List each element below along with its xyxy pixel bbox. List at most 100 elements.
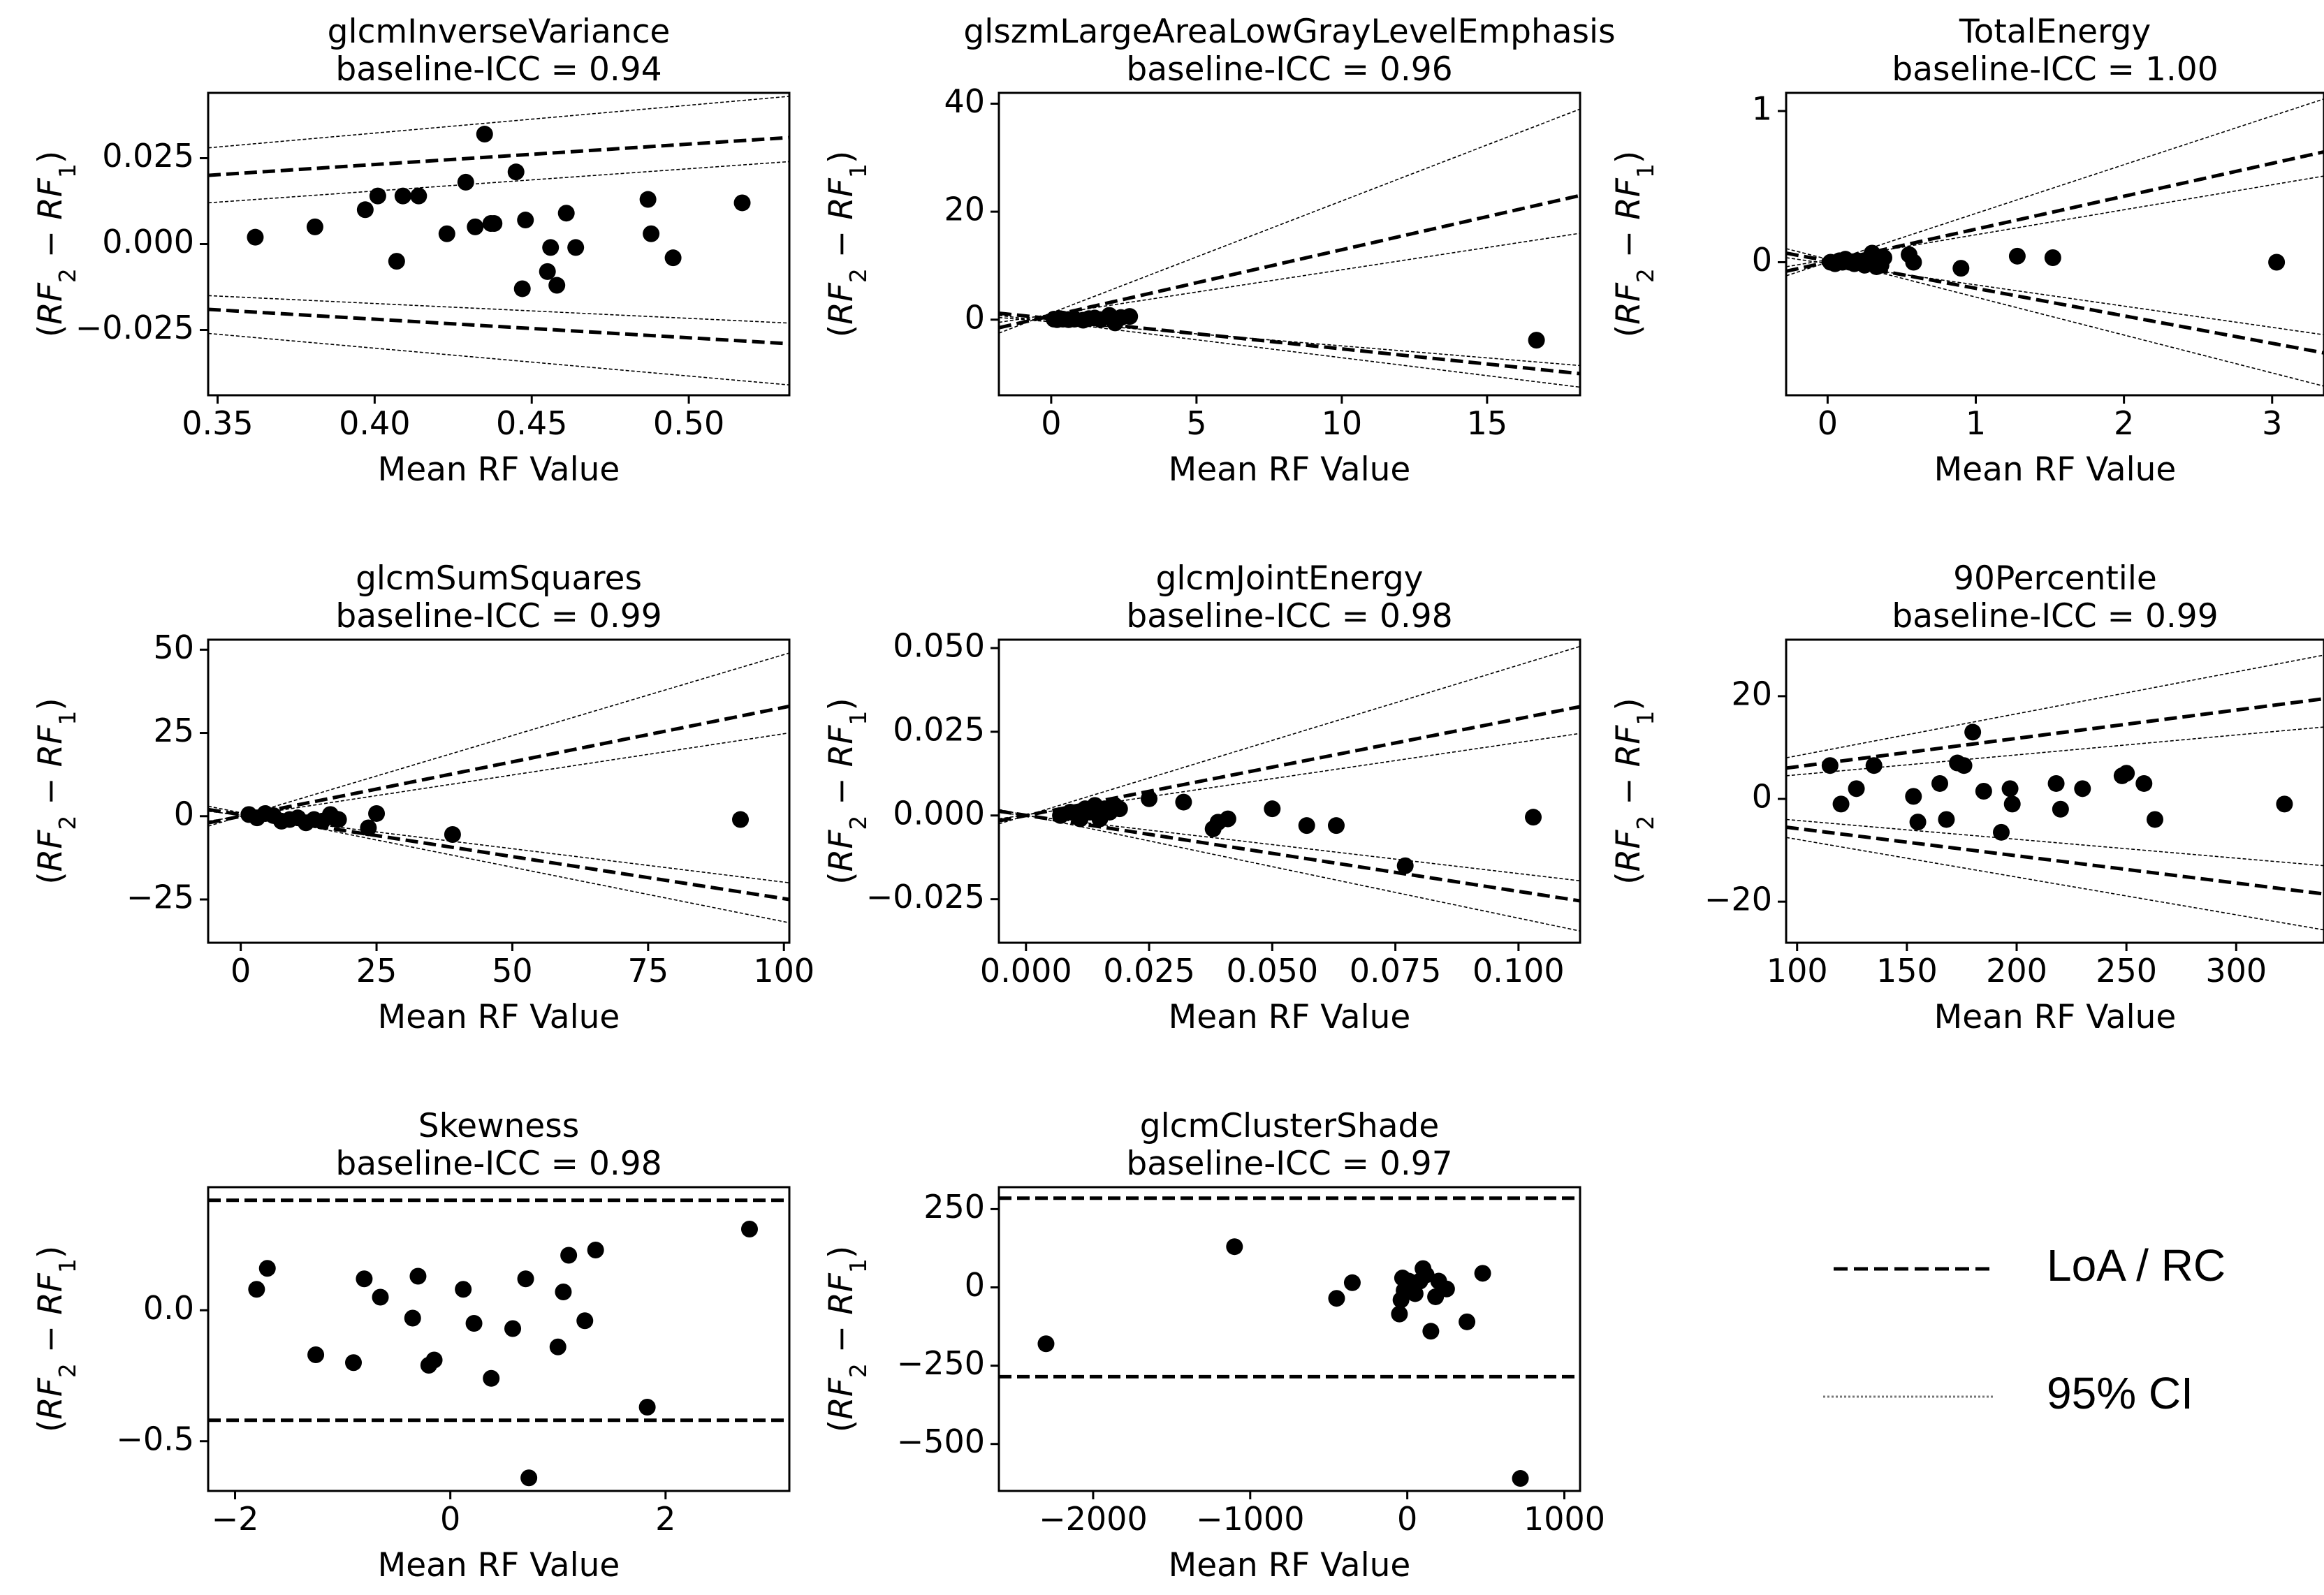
data-point [638,1399,656,1416]
y-tick-label: −0.025 [75,309,194,346]
data-point [1328,1290,1345,1307]
data-point [1931,774,1948,792]
data-point [2044,249,2061,266]
data-point [485,214,503,232]
data-point [388,253,405,270]
data-point [1909,814,1927,831]
data-point [2003,795,2021,813]
x-tick-label: 0 [1397,1500,1417,1538]
legend: LoA / RC 95% CI [1823,1240,2226,1418]
y-axis-label: (RF2 − RF1) [31,151,81,337]
data-point [548,277,566,294]
data-point [1865,757,1883,774]
x-tick-label: −2 [212,1500,259,1538]
panel-subtitle: baseline-ICC = 0.99 [335,597,662,635]
panel-data [208,652,789,924]
data-point [1821,757,1839,774]
y-tick-label: 250 [923,1188,985,1226]
data-point [247,228,264,246]
data-point [2001,780,2019,798]
y-axis-label: (RF2 − RF1) [822,151,872,337]
data-point [1396,857,1414,874]
data-point [425,1351,443,1369]
data-point [504,1320,522,1337]
plot-frame [1785,91,2324,397]
y-tick-label: 0.025 [102,137,194,175]
data-point [1848,780,1865,798]
y-tick-label: −25 [126,879,194,916]
loa-line [999,193,1580,330]
panel-title: Skewness [418,1107,579,1145]
x-tick-label: 0.45 [496,404,567,442]
data-point [517,1270,534,1288]
x-tick-label: 0.100 [1472,952,1565,990]
panel-subtitle: baseline-ICC = 0.98 [335,1145,662,1183]
data-point [1422,1323,1440,1340]
y-axis-label: (RF2 − RF1) [822,1246,872,1432]
panel-data [999,108,1580,388]
panel-subtitle: baseline-ICC = 0.96 [1126,50,1452,89]
panel-data [999,645,1580,932]
data-point [248,1281,265,1298]
legend-loa-label: LoA / RC [2047,1240,2226,1291]
x-axis-label: Mean RF Value [1169,450,1411,489]
data-point [1175,793,1192,811]
ci-line [208,805,789,924]
x-tick-label: 200 [1986,952,2047,990]
data-point [404,1309,421,1327]
data-point [2268,253,2286,271]
y-tick-label: 20 [944,191,985,228]
data-point [1955,757,1973,774]
data-point [1459,1313,1476,1330]
y-tick-label: 0 [1752,778,1772,816]
y-tick-label: 0.025 [893,710,985,748]
panel-data [208,96,789,386]
y-tick-label: 40 [944,82,985,120]
data-point [1111,800,1128,818]
data-point [258,1260,276,1277]
x-tick-label: 2 [2114,404,2134,442]
ci-line [1786,654,2324,758]
x-tick-label: 0 [231,952,251,990]
y-tick-label: 1 [1752,89,1772,127]
data-point [1876,249,1892,266]
data-point [639,191,657,208]
data-point [476,126,493,143]
x-tick-label: 10 [1322,404,1363,442]
ci-line [999,233,1580,323]
data-point [410,187,427,205]
data-point [356,1270,373,1288]
y-axis-label: (RF2 − RF1) [31,1246,81,1432]
data-point [1298,817,1315,835]
x-tick-label: 150 [1876,952,1938,990]
data-point [1474,1265,1491,1282]
ci-line [1786,818,2324,867]
data-point [394,187,411,205]
loa-line [208,704,789,825]
data-point [1417,1266,1435,1284]
data-point [517,212,534,229]
x-tick-label: 0.025 [1103,952,1195,990]
data-point [1438,1280,1455,1298]
x-tick-label: 1000 [1523,1500,1605,1538]
data-point [1964,723,1982,741]
y-tick-label: 50 [153,629,194,666]
data-point [1226,1238,1243,1256]
ci-line [208,652,789,827]
ci-line [999,108,1580,334]
x-tick-label: 0 [440,1500,460,1538]
x-tick-label: 100 [1767,952,1828,990]
y-tick-label: −0.025 [866,878,985,916]
data-point [2047,774,2065,792]
ci-line [1786,837,2324,931]
ci-line [999,809,1580,932]
y-tick-label: −500 [897,1423,985,1460]
y-tick-label: 0.050 [893,626,985,664]
panel-data [208,1198,789,1487]
data-point [2052,800,2069,818]
